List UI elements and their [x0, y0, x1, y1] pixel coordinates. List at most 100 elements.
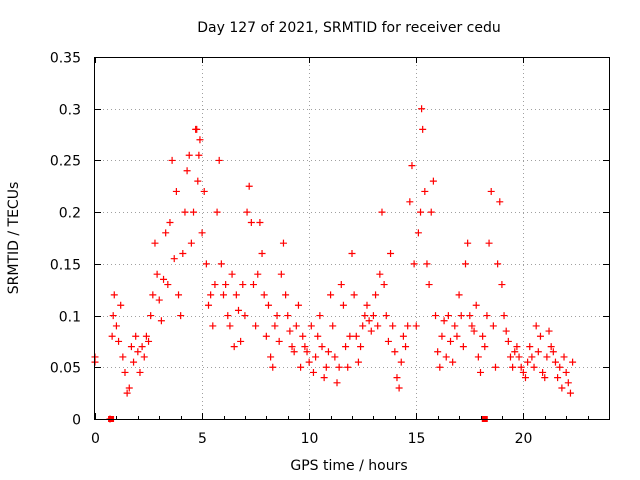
data-point: [331, 353, 338, 360]
data-point: [173, 188, 180, 195]
data-point: [458, 312, 465, 319]
y-tick-label: 0: [72, 413, 81, 429]
data-point: [524, 359, 531, 366]
data-point: [353, 333, 360, 340]
data-point: [441, 317, 448, 324]
data-point: [226, 322, 233, 329]
data-point: [381, 281, 388, 288]
data-point: [535, 348, 542, 355]
data-point: [479, 333, 486, 340]
data-point: [160, 276, 167, 283]
data-point: [501, 312, 508, 319]
data-point: [342, 343, 349, 350]
data-point: [400, 333, 407, 340]
data-point: [323, 364, 330, 371]
x-tick-labels: 0 5 10 15 20: [91, 431, 532, 447]
data-point: [229, 271, 236, 278]
data-point: [363, 302, 370, 309]
scatter-chart: 0 5 10 15 20 00.050.10.150.20.250.30.35 Day …: [0, 0, 640, 480]
data-point: [396, 384, 403, 391]
data-point: [496, 198, 503, 205]
data-point: [299, 333, 306, 340]
data-point: [408, 162, 415, 169]
data-point: [432, 312, 439, 319]
y-axis-title: SRMTID / TECUs: [6, 182, 22, 295]
x-tick-label: 5: [198, 431, 207, 447]
data-point: [282, 291, 289, 298]
x-tick-label: 0: [91, 431, 100, 447]
data-point: [201, 188, 208, 195]
x-tick-label: 15: [408, 431, 426, 447]
data-point: [516, 353, 523, 360]
data-point: [319, 343, 326, 350]
data-point: [252, 322, 259, 329]
data-point: [329, 322, 336, 329]
data-point: [428, 209, 435, 216]
data-point: [436, 364, 443, 371]
x-axis-title: GPS time / hours: [290, 458, 407, 474]
data-point: [509, 364, 516, 371]
data-point: [334, 379, 341, 386]
data-point: [569, 359, 576, 366]
data-point: [184, 167, 191, 174]
data-point: [175, 291, 182, 298]
data-point: [430, 178, 437, 185]
data-point: [505, 338, 512, 345]
data-point: [336, 364, 343, 371]
data-point: [261, 291, 268, 298]
data-point: [488, 188, 495, 195]
data-point: [111, 291, 118, 298]
data-point: [119, 353, 126, 360]
y-tick-labels: 00.050.10.150.20.250.30.35: [50, 51, 81, 429]
data-point: [368, 328, 375, 335]
data-point: [209, 322, 216, 329]
data-point: [503, 328, 510, 335]
data-point: [451, 322, 458, 329]
data-point: [246, 183, 253, 190]
data-point: [115, 338, 122, 345]
data-point: [355, 359, 362, 366]
data-point: [280, 240, 287, 247]
data-point: [121, 369, 128, 376]
data-point: [507, 353, 514, 360]
data-point: [492, 364, 499, 371]
data-point: [423, 260, 430, 267]
data-point: [244, 209, 251, 216]
grid-lines: [95, 57, 609, 419]
data-point: [398, 359, 405, 366]
data-point: [475, 353, 482, 360]
data-point: [308, 322, 315, 329]
data-point: [224, 312, 231, 319]
data-point: [256, 219, 263, 226]
data-point: [372, 291, 379, 298]
data-point: [214, 209, 221, 216]
data-point: [297, 364, 304, 371]
data-point: [147, 312, 154, 319]
data-point: [498, 281, 505, 288]
data-point: [558, 384, 565, 391]
data-point: [306, 359, 313, 366]
data-point: [235, 307, 242, 314]
y-tick-label: 0.05: [50, 361, 81, 377]
data-point: [531, 364, 538, 371]
data-point: [349, 250, 356, 257]
axis-ticks: [95, 57, 609, 420]
data-point: [526, 343, 533, 350]
data-point: [190, 209, 197, 216]
data-point: [366, 317, 373, 324]
data-point: [325, 348, 332, 355]
data-point: [466, 312, 473, 319]
y-tick-label: 0.35: [50, 51, 81, 67]
data-point: [546, 328, 553, 335]
data-point: [271, 322, 278, 329]
data-point: [149, 291, 156, 298]
data-point: [383, 312, 390, 319]
data-point: [181, 209, 188, 216]
data-point: [314, 333, 321, 340]
data-point: [193, 126, 200, 133]
data-point: [169, 157, 176, 164]
data-point: [265, 302, 272, 309]
data-point: [312, 353, 319, 360]
data-point: [370, 312, 377, 319]
data-point: [156, 297, 163, 304]
